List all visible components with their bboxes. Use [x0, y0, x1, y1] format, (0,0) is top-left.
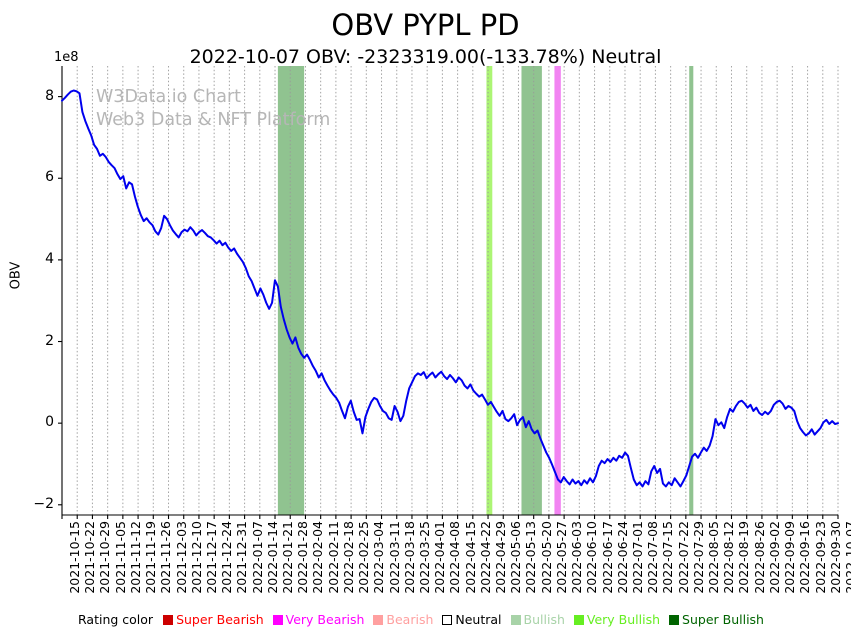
x-tick-label: 2022-07-22: [675, 521, 691, 594]
x-tick-label: 2021-12-10: [188, 521, 204, 594]
rating-band-very-bearish: [554, 66, 561, 515]
legend-label: Very Bullish: [586, 612, 661, 627]
x-tick-label: 2022-04-08: [447, 521, 463, 594]
x-tick-label: 2022-07-15: [660, 521, 676, 594]
legend-entry-bearish[interactable]: Bearish: [373, 612, 433, 627]
legend-label: Super Bullish: [682, 612, 764, 627]
legend-swatch-icon: [510, 614, 521, 625]
x-tick-label: 2022-04-01: [432, 521, 448, 594]
legend-swatch-icon: [669, 614, 680, 625]
y-tick-label: 6: [45, 169, 54, 186]
legend-label: Bullish: [523, 612, 565, 627]
x-tick-label: 2022-09-30: [827, 521, 843, 594]
x-tick-label: 2021-11-12: [127, 521, 143, 594]
legend-title: Rating color: [78, 612, 154, 627]
x-tick-label: 2021-12-03: [173, 521, 189, 594]
rating-band-bullish: [521, 66, 542, 515]
rating-band-very-bullish: [486, 66, 493, 515]
x-tick-label: 2021-12-17: [203, 521, 219, 594]
rating-band-bullish: [277, 66, 305, 515]
legend-entry-neutral[interactable]: Neutral: [442, 612, 502, 627]
x-tick-label: 2021-11-26: [158, 521, 174, 594]
x-tick-label: 2022-03-18: [401, 521, 417, 594]
x-tick-label: 2021-10-15: [67, 521, 82, 594]
x-tick-label: 2022-02-25: [356, 521, 372, 594]
rating-band-bullish: [689, 66, 694, 515]
legend-entry-super-bearish[interactable]: Super Bearish: [163, 612, 264, 627]
x-tick-label: 2022-07-08: [645, 521, 661, 594]
x-tick-label: 2022-07-01: [629, 521, 645, 594]
x-tick-label: 2022-08-05: [706, 521, 722, 594]
x-tick-label: 2022-01-14: [264, 521, 280, 594]
x-tick-label: 2022-09-16: [797, 521, 813, 594]
legend-label: Neutral: [455, 612, 502, 627]
x-tick-label: 2022-08-12: [721, 521, 737, 594]
x-tick-label: 2022-06-10: [584, 521, 600, 594]
x-tick-label: 2022-07-29: [690, 521, 706, 594]
x-tick-label: 2021-11-05: [112, 521, 128, 594]
x-tick-label: 2022-05-20: [538, 521, 554, 594]
x-tick-label: 2022-02-18: [340, 521, 356, 594]
x-tick-label: 2021-12-31: [234, 521, 250, 594]
x-tick-label: 2021-11-19: [143, 521, 159, 594]
x-tick-label: 2022-06-24: [614, 521, 630, 594]
legend-swatch-icon: [442, 614, 453, 625]
x-tick-label: 2021-12-24: [219, 521, 235, 594]
x-tick-label: 2021-10-22: [82, 521, 98, 594]
legend-swatch-icon: [272, 614, 283, 625]
legend-entry-bullish[interactable]: Bullish: [510, 612, 565, 627]
legend-swatch-icon: [163, 614, 174, 625]
y-tick-label: 0: [45, 414, 54, 431]
legend-entry-very-bearish[interactable]: Very Bearish: [272, 612, 365, 627]
x-tick-label: 2022-06-03: [569, 521, 585, 594]
x-tick-label: 2021-10-29: [97, 521, 113, 594]
legend-swatch-icon: [373, 614, 384, 625]
x-tick-label: 2022-03-04: [371, 521, 387, 594]
y-axis-offset-label: 1e8: [54, 50, 79, 65]
x-tick-label: 2022-02-04: [310, 521, 326, 594]
x-tick-label: 2022-08-26: [751, 521, 767, 594]
x-tick-label: 2022-04-29: [493, 521, 509, 594]
x-tick-label: 2022-01-07: [249, 521, 265, 594]
legend-entry-very-bullish[interactable]: Very Bullish: [573, 612, 661, 627]
x-tick-label: 2022-05-13: [523, 521, 539, 594]
x-tick-label: 2022-09-09: [782, 521, 798, 594]
y-tick-label: −2: [33, 495, 54, 512]
x-tick-label: 2022-03-11: [386, 521, 402, 594]
x-tick-label: 2022-02-11: [325, 521, 341, 594]
x-tick-label: 2022-09-02: [766, 521, 782, 594]
x-tick-label: 2022-01-21: [280, 521, 296, 594]
legend-swatch-icon: [573, 614, 584, 625]
x-tick-label: 2022-04-15: [462, 521, 478, 594]
x-tick-label: 2022-08-19: [736, 521, 752, 594]
y-tick-label: 2: [45, 332, 54, 349]
x-tick-label: 2022-05-06: [508, 521, 524, 594]
x-tick-label: 2022-03-25: [416, 521, 432, 594]
x-tick-label: 2022-09-23: [812, 521, 828, 594]
x-tick-label: 2022-06-17: [599, 521, 615, 594]
x-tick-label: 2022-10-07: [843, 521, 851, 594]
y-tick-label: 8: [45, 87, 54, 104]
x-tick-label: 2022-04-22: [477, 521, 493, 594]
chart-legend: Rating color Super Bearish Very Bearish Be…: [0, 612, 851, 627]
obv-data-line: [61, 89, 839, 488]
chart-subtitle: 2022-10-07 OBV: -2323319.00(-133.78%) Ne…: [189, 46, 662, 68]
legend-entry-super-bullish[interactable]: Super Bullish: [669, 612, 764, 627]
x-tick-label: 2022-05-27: [553, 521, 569, 594]
y-tick-label: 4: [45, 250, 54, 267]
chart-title: OBV PYPL PD: [331, 8, 520, 42]
legend-label: Bearish: [386, 612, 434, 627]
legend-label: Very Bearish: [285, 612, 365, 627]
x-tick-label: 2022-01-28: [295, 521, 311, 594]
legend-label: Super Bearish: [176, 612, 264, 627]
